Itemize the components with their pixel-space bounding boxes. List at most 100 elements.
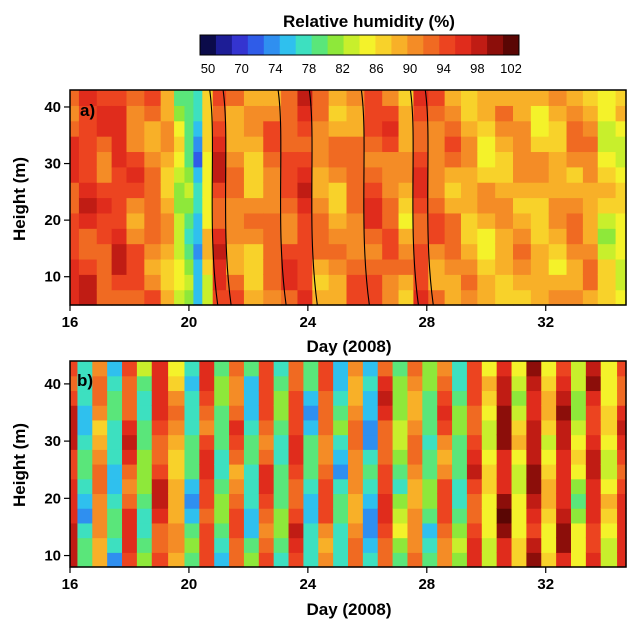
heatmap-cell xyxy=(398,258,415,275)
heatmap-cell xyxy=(617,375,627,392)
heatmap-cell xyxy=(526,508,542,524)
heatmap-cell xyxy=(422,449,438,465)
heatmap-cell xyxy=(243,464,260,480)
heatmap-cell xyxy=(258,478,275,495)
heatmap-cell xyxy=(70,464,79,480)
heatmap-cell xyxy=(229,361,245,377)
heatmap-cell xyxy=(444,151,462,168)
heatmap-cell xyxy=(582,151,599,168)
panel-b-frame xyxy=(69,360,627,568)
heatmap-cell xyxy=(212,120,227,137)
heatmap-cell xyxy=(214,419,230,436)
heatmap-cell xyxy=(348,390,364,406)
heatmap-cell xyxy=(96,274,113,291)
heatmap-cell xyxy=(513,120,532,137)
heatmap-cell xyxy=(70,537,79,553)
colorbar-swatch xyxy=(327,35,345,55)
heatmap-cell xyxy=(585,552,602,568)
heatmap-cell xyxy=(530,228,550,245)
heatmap-cell xyxy=(258,361,275,377)
heatmap-cell xyxy=(281,151,299,168)
heatmap-cell xyxy=(466,361,483,377)
heatmap-cell xyxy=(556,522,572,539)
heatmap-cell xyxy=(495,105,514,122)
heatmap-cell xyxy=(312,197,330,214)
heatmap-cell xyxy=(77,537,93,553)
colorbar-tick-label: 102 xyxy=(500,61,522,76)
heatmap-cell xyxy=(364,182,383,199)
heatmap-cell xyxy=(556,537,572,553)
heatmap-cell xyxy=(151,493,169,509)
heatmap-cell xyxy=(78,258,98,275)
heatmap-cell xyxy=(346,258,365,275)
heatmap-cell xyxy=(273,390,290,406)
heatmap-cell xyxy=(214,508,230,524)
heatmap-cell xyxy=(615,212,627,229)
heatmap-cell xyxy=(556,361,572,377)
heatmap-cell xyxy=(597,151,617,168)
heatmap-cell xyxy=(413,274,429,291)
heatmap-cell xyxy=(392,361,409,377)
heatmap-cell xyxy=(281,120,299,137)
heatmap-cell xyxy=(530,182,550,199)
heatmap-cell xyxy=(422,464,438,480)
heatmap-cell xyxy=(407,552,423,568)
heatmap-cell xyxy=(460,228,478,245)
heatmap-cell xyxy=(617,434,627,450)
heatmap-cell xyxy=(78,243,98,260)
heatmap-cell xyxy=(151,449,169,465)
heatmap-cell xyxy=(328,151,348,168)
heatmap-cell xyxy=(382,166,400,183)
heatmap-cell xyxy=(495,90,514,106)
heatmap-cell xyxy=(541,537,557,553)
heatmap-cell xyxy=(444,166,462,183)
heatmap-cell xyxy=(346,136,365,153)
heatmap-cell xyxy=(382,243,400,260)
panel-a: a) 16 20 24 28 32 10 20 30 40 Day (2008) Height… xyxy=(10,89,627,356)
heatmap-cell xyxy=(377,537,394,553)
heatmap-cell xyxy=(273,361,290,377)
heatmap-cell xyxy=(328,243,348,260)
heatmap-cell xyxy=(96,228,113,245)
heatmap-cell xyxy=(466,419,483,436)
heatmap-cell xyxy=(407,464,423,480)
heatmap-cell xyxy=(422,405,438,421)
heatmap-cell xyxy=(496,552,513,568)
heatmap-cell xyxy=(122,464,138,480)
heatmap-cell xyxy=(548,197,568,214)
heatmap-cell xyxy=(600,449,618,465)
heatmap-cell xyxy=(184,243,194,260)
heatmap-cell xyxy=(328,228,348,245)
heatmap-cell xyxy=(530,258,550,275)
heatmap-cell xyxy=(199,375,215,392)
y-tick-label: 10 xyxy=(44,269,61,286)
heatmap-cell xyxy=(382,136,400,153)
heatmap-cell xyxy=(407,493,423,509)
heatmap-cell xyxy=(184,166,194,183)
heatmap-cell xyxy=(126,90,145,106)
heatmap-cell xyxy=(92,390,108,406)
heatmap-cell xyxy=(377,449,394,465)
heatmap-cell xyxy=(570,375,587,392)
heatmap-cell xyxy=(428,90,446,106)
heatmap-cell xyxy=(582,166,599,183)
heatmap-cell xyxy=(346,182,365,199)
heatmap-cell xyxy=(437,390,453,406)
heatmap-cell xyxy=(78,105,98,122)
heatmap-cell xyxy=(126,228,145,245)
heatmap-cell xyxy=(477,90,496,106)
heatmap-cell xyxy=(258,434,275,450)
heatmap-cell xyxy=(541,434,557,450)
heatmap-cell xyxy=(398,197,415,214)
heatmap-cell xyxy=(333,478,349,495)
heatmap-cell xyxy=(513,258,532,275)
heatmap-cell xyxy=(144,289,162,306)
heatmap-cell xyxy=(428,197,446,214)
heatmap-cell xyxy=(168,419,186,436)
heatmap-cell xyxy=(243,478,260,495)
heatmap-cell xyxy=(526,493,542,509)
heatmap-cell xyxy=(312,120,330,137)
heatmap-cell xyxy=(174,197,186,214)
heatmap-cell xyxy=(111,136,128,153)
heatmap-cell xyxy=(226,151,245,168)
